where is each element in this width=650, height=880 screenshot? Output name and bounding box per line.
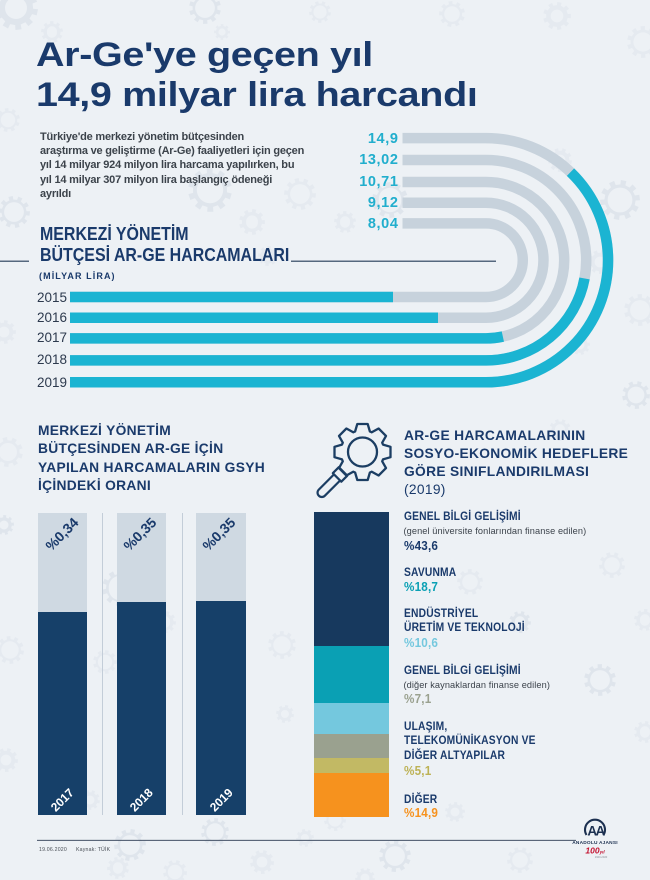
svg-text:1920-2020: 1920-2020 — [595, 855, 608, 859]
svg-text:AA: AA — [587, 824, 605, 839]
svg-text:100yıl: 100yıl — [585, 846, 605, 856]
svg-text:ANADOLU AJANSI: ANADOLU AJANSI — [572, 840, 618, 846]
